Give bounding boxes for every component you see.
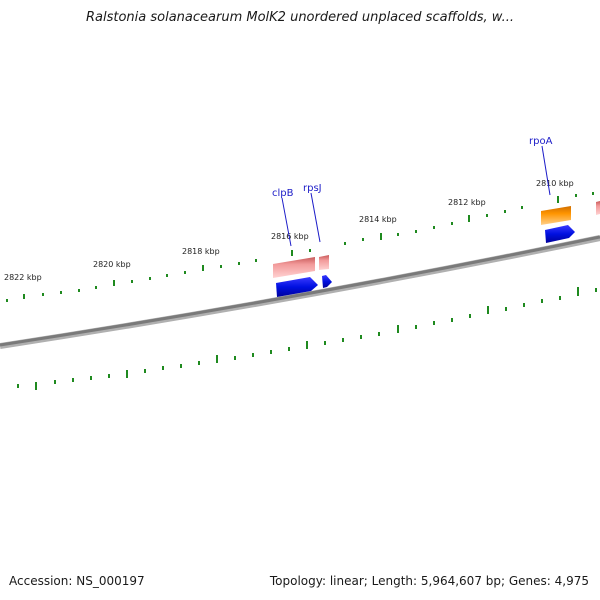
tick-label-2810: 2810 kbp bbox=[536, 179, 574, 188]
gene-label-clpB[interactable]: clpB bbox=[272, 188, 294, 199]
feature-clpB-forward[interactable] bbox=[273, 257, 315, 278]
leader-line-rpoA bbox=[541, 145, 551, 196]
gene-leader-lines bbox=[281, 145, 551, 247]
genome-backbone bbox=[0, 235, 600, 347]
tick-label-2814: 2814 kbp bbox=[359, 215, 397, 224]
lower-tick-track bbox=[17, 287, 597, 390]
feature-rpoA-forward[interactable] bbox=[541, 206, 571, 225]
tick-label-2818: 2818 kbp bbox=[182, 247, 220, 256]
gene-label-rpoA[interactable]: rpoA bbox=[529, 136, 553, 147]
tick-label-2822: 2822 kbp bbox=[4, 273, 42, 282]
feature-rpoA-reverse[interactable] bbox=[545, 225, 575, 243]
tick-label-2812: 2812 kbp bbox=[448, 198, 486, 207]
genome-summary-text: Topology: linear; Length: 5,964,607 bp; … bbox=[269, 574, 589, 588]
accession-text: Accession: NS_000197 bbox=[9, 574, 145, 588]
map-title: Ralstonia solanacearum MolK2 unordered u… bbox=[85, 10, 514, 25]
feature-forward-edge[interactable] bbox=[596, 201, 600, 215]
feature-rpsJ-forward[interactable] bbox=[319, 255, 329, 270]
gene-label-rpsJ[interactable]: rpsJ bbox=[303, 183, 322, 194]
tick-label-2820: 2820 kbp bbox=[93, 260, 131, 269]
feature-clpB-reverse[interactable] bbox=[276, 277, 318, 297]
upper-tick-track bbox=[6, 192, 594, 302]
leader-line-rpsJ bbox=[310, 192, 321, 243]
feature-rpsJ-reverse[interactable] bbox=[322, 275, 332, 288]
tick-label-2816: 2816 kbp bbox=[271, 232, 309, 241]
leader-line-clpB bbox=[281, 197, 292, 247]
